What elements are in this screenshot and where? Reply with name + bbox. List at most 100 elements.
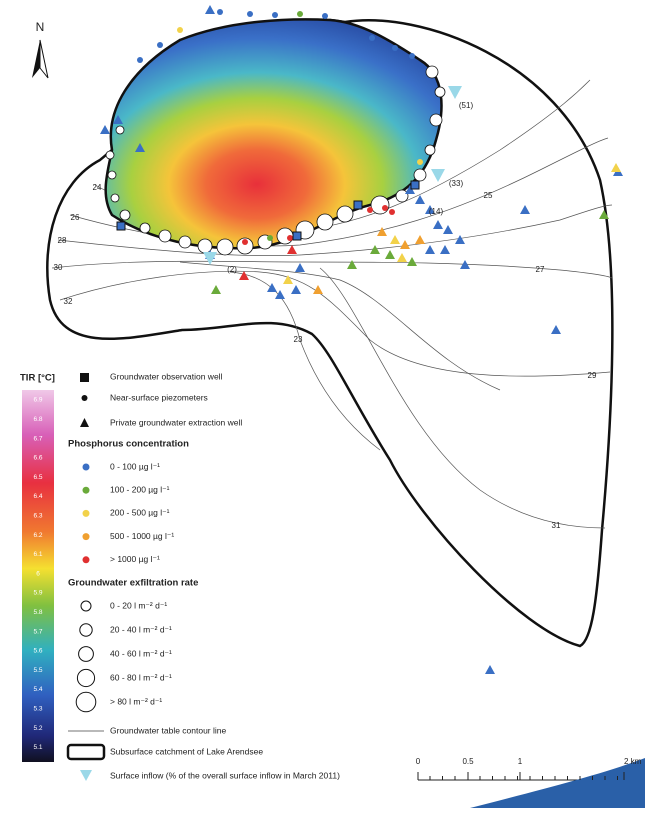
extraction-well (100, 125, 110, 134)
legend-label: 40 - 60 l m⁻² d⁻¹ (110, 648, 172, 658)
piezometer (157, 42, 163, 48)
tir-tick-label: 6.7 (33, 435, 42, 442)
legend-label: Groundwater observation well (110, 371, 223, 381)
legend-label: 20 - 40 l m⁻² d⁻¹ (110, 624, 172, 634)
tir-tick-label: 6.8 (33, 416, 42, 423)
exfiltration (140, 223, 150, 233)
exfiltration (120, 210, 130, 220)
exfiltration (106, 151, 114, 159)
contour-label: 25 (484, 191, 493, 200)
legend-label: Groundwater table contour line (110, 725, 227, 735)
piezometer (272, 12, 278, 18)
exfiltration (217, 239, 233, 255)
legend-label: Near-surface piezometers (110, 392, 208, 402)
piezometer (389, 209, 395, 215)
tir-tick-label: 5.5 (33, 667, 42, 674)
legend-label: Private groundwater extraction well (110, 417, 242, 427)
scale-label: 0 (416, 757, 421, 766)
piezometer (409, 53, 415, 59)
legend-swatch (83, 556, 90, 563)
tir-tick-label: 6.9 (33, 397, 42, 404)
legend-label: 200 - 500 µg l⁻¹ (110, 508, 170, 518)
tir-tick-label: 5.6 (33, 648, 42, 655)
contour-label: 27 (536, 265, 545, 274)
legend-label: 100 - 200 µg l⁻¹ (110, 484, 170, 494)
legend-swatch (83, 464, 90, 471)
north-arrow (40, 40, 48, 78)
exfiltration (435, 87, 445, 97)
exfiltration (116, 126, 124, 134)
exfiltration (426, 66, 438, 78)
piezometer (177, 27, 183, 33)
contour-label: 23 (294, 335, 303, 344)
legend-swatch (77, 669, 94, 686)
legend-label: 60 - 80 l m⁻² d⁻¹ (110, 672, 172, 682)
piezometer (247, 11, 253, 17)
tir-tick-label: 5.8 (33, 609, 42, 616)
legend-swatch (80, 418, 89, 427)
piezometer (287, 235, 293, 241)
tir-title: TIR [°C] (20, 373, 55, 384)
exfiltration (414, 169, 426, 181)
legend-swatch (83, 487, 90, 494)
extraction-well (485, 665, 495, 674)
decoration (470, 758, 645, 808)
piezometer (297, 11, 303, 17)
legend-title: Groundwater exfiltration rate (68, 578, 198, 589)
contour-label: 29 (588, 371, 597, 380)
legend-swatch (81, 601, 91, 611)
tir-tick-label: 5.2 (33, 725, 42, 732)
legend-swatch (83, 533, 90, 540)
observation-well (354, 201, 362, 209)
inflow-label: (14) (429, 207, 444, 216)
scale-label: 2 km (624, 757, 642, 766)
exfiltration (111, 194, 119, 202)
map: N TIR [°C] 6.96.86.76.66.56.46.36.26.165… (0, 0, 645, 808)
legend-label: 0 - 20 l m⁻² d⁻¹ (110, 600, 167, 610)
legend-swatch (80, 373, 89, 382)
legend-swatch (80, 624, 92, 636)
piezometer (392, 45, 398, 51)
legend-label: > 80 l m⁻² d⁻¹ (110, 696, 162, 706)
legend-title: Phosphorus concentration (68, 439, 189, 450)
legend-swatch (79, 647, 94, 662)
exfiltration (317, 214, 333, 230)
exfiltration (425, 145, 435, 155)
tir-tick-label: 6.3 (33, 513, 42, 520)
legend-swatch (76, 692, 96, 712)
legend-label: 500 - 1000 µg l⁻¹ (110, 531, 174, 541)
legend: TIR [°C] 6.96.86.76.66.56.46.36.26.165.9… (20, 371, 340, 781)
tir-tick-label: 6.4 (33, 493, 42, 500)
tir-tick-label: 5.9 (33, 590, 42, 597)
legend-swatch (68, 745, 104, 759)
north-label: N (36, 20, 45, 34)
piezometer (322, 13, 328, 19)
legend-label: Surface inflow (% of the overall surface… (110, 770, 340, 780)
exfiltration (396, 190, 408, 202)
exfiltration (179, 236, 191, 248)
inflow-label: (51) (459, 101, 474, 110)
tir-tick-label: 6.1 (33, 551, 42, 558)
contour-label: 26 (71, 213, 80, 222)
contour-label: 24 (93, 183, 102, 192)
legend-label: Subsurface catchment of Lake Arendsee (110, 746, 263, 756)
contour-label: 32 (64, 297, 73, 306)
exfiltration (159, 230, 171, 242)
extraction-well (205, 5, 215, 14)
legend-label: > 1000 µg l⁻¹ (110, 554, 160, 564)
tir-tick-label: 5.3 (33, 706, 42, 713)
observation-well (411, 181, 419, 189)
tir-tick-label: 5.7 (33, 628, 42, 635)
piezometer (417, 159, 423, 165)
observation-well (293, 232, 301, 240)
extraction-well (611, 163, 621, 172)
inflow-label: (2) (227, 265, 237, 274)
tir-tick-label: 6 (36, 570, 40, 577)
tir-tick-label: 6.6 (33, 455, 42, 462)
scale-label: 0.5 (462, 757, 474, 766)
tir-tick-label: 5.4 (33, 686, 42, 693)
contour-label: 31 (552, 521, 561, 530)
tir-tick-label: 5.1 (33, 744, 42, 751)
observation-well (117, 222, 125, 230)
exfiltration (371, 196, 389, 214)
